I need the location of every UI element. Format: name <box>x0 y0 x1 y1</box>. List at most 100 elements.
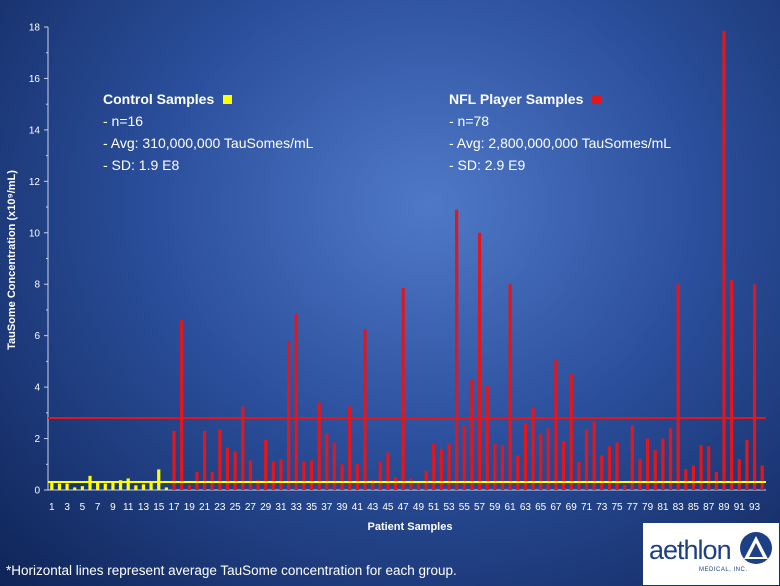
bar <box>80 486 84 490</box>
bar <box>393 477 398 490</box>
bar <box>447 443 451 490</box>
bar <box>363 329 367 490</box>
logo-triangle-icon <box>740 532 772 564</box>
bar <box>73 487 77 490</box>
bar <box>424 470 428 490</box>
x-axis-label: Patient Samples <box>368 521 453 533</box>
legend-nfl-line: - Avg: 2,800,000,000 TauSomes/mL <box>449 135 672 151</box>
bar <box>584 429 589 490</box>
bar <box>256 479 260 490</box>
bar <box>279 459 283 490</box>
bar <box>126 478 130 490</box>
bar <box>134 485 138 490</box>
bar <box>309 460 314 490</box>
legend-control-line: - SD: 1.9 E8 <box>103 157 180 173</box>
bar <box>439 448 443 490</box>
bar <box>477 232 482 490</box>
logo-wordmark: aethlon <box>649 535 732 565</box>
y-tick-label: 14 <box>29 125 41 136</box>
x-tick-label: 57 <box>474 502 486 513</box>
x-tick-label: 47 <box>398 502 410 513</box>
bar <box>699 444 703 490</box>
y-tick-label: 6 <box>34 331 40 342</box>
x-tick-label: 65 <box>535 502 547 513</box>
bar <box>118 480 123 490</box>
x-tick-label: 45 <box>382 502 394 513</box>
bar <box>546 428 550 490</box>
y-tick-label: 12 <box>29 177 41 188</box>
x-tick-label: 9 <box>110 502 116 513</box>
x-tick-label: 1 <box>49 502 55 513</box>
bar <box>355 464 359 490</box>
x-tick-label: 27 <box>245 502 257 513</box>
bar <box>287 340 291 490</box>
bar <box>500 444 505 490</box>
legend-control-line: - Avg: 310,000,000 TauSomes/mL <box>103 135 314 151</box>
bar <box>149 481 153 490</box>
bar <box>646 438 650 490</box>
x-tick-label: 3 <box>64 502 70 513</box>
bar <box>600 455 604 490</box>
legend-nfl-swatch <box>592 94 602 104</box>
x-tick-label: 85 <box>688 502 700 513</box>
bar <box>714 471 718 490</box>
bar <box>684 469 688 490</box>
bar <box>707 446 711 490</box>
x-tick-label: 87 <box>703 502 715 513</box>
bar <box>164 487 168 490</box>
bar <box>730 280 734 490</box>
legend-nfl-line: - SD: 2.9 E9 <box>449 157 526 173</box>
bar <box>157 469 161 490</box>
x-tick-label: 33 <box>291 502 303 513</box>
x-tick-label: 67 <box>550 502 562 513</box>
bar <box>661 438 665 490</box>
bar <box>561 441 566 490</box>
bar <box>233 451 237 490</box>
x-tick-label: 75 <box>611 502 623 513</box>
x-tick-label: 69 <box>566 502 578 513</box>
bar <box>111 482 115 490</box>
bar <box>317 402 321 490</box>
bar <box>57 483 62 490</box>
x-tick-label: 39 <box>337 502 349 513</box>
bar <box>493 443 497 490</box>
y-tick-label: 16 <box>29 74 41 85</box>
bar <box>378 461 382 490</box>
bar <box>638 459 642 490</box>
bar <box>187 484 191 490</box>
y-tick-label: 8 <box>34 280 40 291</box>
bar <box>294 313 298 490</box>
bar <box>96 482 100 490</box>
x-tick-label: 79 <box>642 502 654 513</box>
x-tick-label: 49 <box>413 502 425 513</box>
bar <box>455 209 459 490</box>
bar <box>569 374 573 490</box>
x-tick-label: 89 <box>718 502 730 513</box>
aethlon-logo: aethlon MEDICAL, INC. <box>643 523 779 585</box>
x-tick-label: 93 <box>749 502 761 513</box>
bar <box>752 284 757 490</box>
y-tick-label: 18 <box>29 23 41 34</box>
y-tick-label: 0 <box>34 486 40 497</box>
bar <box>172 430 176 490</box>
bar <box>65 483 69 490</box>
footnote: *Horizontal lines represent average TauS… <box>6 563 457 578</box>
y-tick-label: 2 <box>34 434 40 445</box>
bar <box>325 433 329 490</box>
x-tick-label: 77 <box>627 502 639 513</box>
x-tick-label: 23 <box>214 502 226 513</box>
bar <box>508 284 512 490</box>
y-tick-label: 10 <box>29 228 41 239</box>
bar <box>722 30 726 490</box>
x-tick-label: 15 <box>153 502 165 513</box>
x-tick-label: 41 <box>352 502 364 513</box>
bar <box>371 479 375 490</box>
bar <box>462 425 466 490</box>
bar <box>745 439 749 490</box>
bar <box>470 379 474 490</box>
bar <box>577 461 581 490</box>
bar <box>623 484 627 490</box>
bar <box>691 465 696 490</box>
y-tick-label: 4 <box>34 383 40 394</box>
